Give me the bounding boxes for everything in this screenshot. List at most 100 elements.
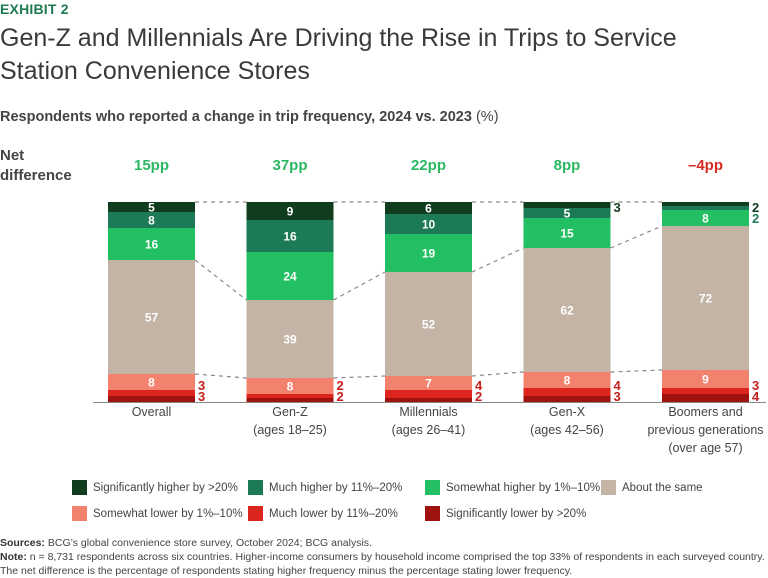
category-label: previous generations (647, 423, 763, 437)
bar-segment-somewhat_lower (385, 376, 472, 390)
bar-segment-much_lower (385, 390, 472, 398)
bar-segment-somewhat_lower (523, 372, 611, 388)
chart-subtitle: Respondents who reported a change in tri… (0, 109, 499, 125)
segment-value-label: 9 (702, 373, 709, 387)
connector-line (471, 247, 524, 273)
net-difference-value: 8pp (554, 157, 581, 174)
connector-line (471, 371, 524, 377)
legend-label: Significantly higher by >20% (93, 481, 238, 494)
segment-value-label: 6 (425, 202, 432, 216)
outside-value-label: 3 (198, 389, 205, 404)
bar-segment-much_higher (523, 208, 611, 218)
connector-line (194, 259, 247, 301)
legend-label: Much lower by 11%–20% (269, 507, 398, 520)
connector-line (333, 271, 386, 301)
outside-value-label: 4 (475, 378, 483, 393)
outside-value-label: 3 (614, 200, 621, 215)
legend-item-sig_higher: Significantly higher by >20% (72, 480, 238, 495)
chart-title: Gen-Z and Millennials Are Driving the Ri… (0, 24, 677, 85)
legend-item-somewhat_higher: Somewhat higher by 1%–10% (425, 480, 600, 495)
bar-segment-same (108, 260, 195, 374)
segment-value-label: 8 (148, 376, 155, 390)
bar-segment-somewhat_higher (246, 252, 334, 300)
note-text: n = 8,731 respondents across six countri… (0, 551, 765, 577)
legend-swatch (72, 480, 87, 495)
bar-segment-sig_lower (246, 398, 334, 402)
legend-swatch (601, 480, 616, 495)
legend-item-much_higher: Much higher by 11%–20% (248, 480, 402, 495)
note-label: Note: (0, 551, 27, 563)
segment-value-label: 8 (148, 214, 155, 228)
category-label: Gen-Z (272, 405, 308, 419)
bar-segment-sig_lower (108, 396, 195, 402)
net-difference-value: 22pp (411, 157, 446, 174)
net-difference-value: 37pp (272, 157, 307, 174)
bar-segment-sig_higher (108, 202, 195, 212)
outside-value-label: 2 (752, 200, 759, 215)
sources-line: Sources: BCG’s global convenience store … (0, 536, 768, 550)
segment-value-label: 15 (560, 227, 574, 241)
legend-label: About the same (622, 481, 703, 494)
segment-value-label: 16 (283, 230, 297, 244)
segment-value-label: 10 (422, 218, 436, 232)
exhibit-label: EXHIBIT 2 (0, 1, 69, 17)
legend-item-sig_lower: Significantly lower by >20% (425, 506, 586, 521)
bar-segment-somewhat_lower (246, 378, 334, 394)
legend-swatch (425, 506, 440, 521)
bar-segment-much_lower (523, 388, 611, 396)
category-label: (ages 26–41) (392, 423, 466, 437)
net-difference-heading-line1: Net (0, 147, 25, 164)
category-label: Overall (132, 405, 172, 419)
bar-segment-somewhat_higher (662, 210, 749, 226)
outside-value-label: 2 (337, 389, 344, 404)
segment-value-label: 52 (422, 318, 436, 332)
sources-label: Sources: (0, 537, 45, 549)
bar-segment-sig_higher (662, 202, 749, 206)
connector-line (610, 369, 663, 373)
bar-segment-much_higher (662, 206, 749, 210)
net-difference-heading: Net difference (0, 146, 90, 186)
outside-value-label: 3 (752, 378, 759, 393)
segment-value-label: 5 (148, 201, 155, 215)
legend-swatch (248, 506, 263, 521)
bar-segment-same (246, 300, 334, 378)
segment-value-label: 5 (564, 207, 571, 221)
subtitle-unit: (%) (475, 109, 499, 125)
connector-line (333, 375, 386, 379)
legend-label: Significantly lower by >20% (446, 507, 587, 520)
outside-value-label: 3 (198, 378, 205, 393)
category-label: Gen-X (549, 405, 586, 419)
segment-value-label: 24 (283, 270, 297, 284)
bar-segment-same (523, 248, 611, 372)
bar-segment-somewhat_higher (108, 228, 195, 260)
sources-text: BCG’s global convenience store survey, O… (44, 537, 372, 549)
bar-segment-somewhat_higher (385, 234, 472, 272)
bar-segment-sig_lower (385, 398, 472, 402)
bar-segment-sig_higher (385, 202, 472, 214)
legend-item-much_lower: Much lower by 11%–20% (248, 506, 398, 521)
legend-label: Much higher by 11%–20% (269, 481, 403, 494)
bar-segment-much_higher (246, 220, 334, 252)
legend-swatch (72, 506, 87, 521)
legend-label: Somewhat higher by 1%–10% (446, 481, 601, 494)
net-difference-heading-line2: difference (0, 167, 72, 184)
bar-segment-same (385, 272, 472, 376)
bar-segment-much_higher (108, 212, 195, 228)
note-line: Note: n = 8,731 respondents across six c… (0, 550, 768, 578)
net-difference-value: –4pp (688, 157, 723, 174)
footer: Sources: BCG’s global convenience store … (0, 536, 768, 578)
segment-value-label: 19 (422, 247, 436, 261)
segment-value-label: 39 (283, 333, 297, 347)
legend-label: Somewhat lower by 1%–10% (93, 507, 243, 520)
bar-segment-sig_lower (662, 394, 749, 402)
segment-value-label: 62 (560, 304, 574, 318)
legend-swatch (248, 480, 263, 495)
segment-value-label: 8 (287, 380, 294, 394)
subtitle-text: Respondents who reported a change in tri… (0, 109, 472, 125)
segment-value-label: 8 (564, 374, 571, 388)
outside-value-label: 2 (475, 389, 482, 404)
bar-segment-sig_higher (246, 202, 334, 220)
connector-line (610, 225, 663, 249)
segment-value-label: 9 (287, 205, 294, 219)
